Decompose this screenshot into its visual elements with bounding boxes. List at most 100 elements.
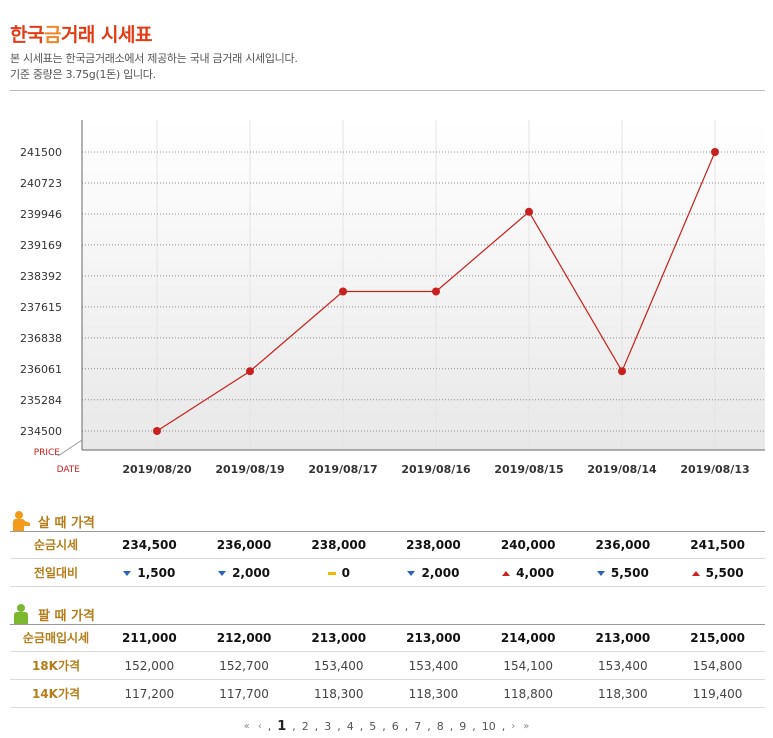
price-cell: 117,700 xyxy=(196,679,292,708)
page-title: 한국금거래 시세표 xyxy=(10,24,152,46)
price-cell: 152,000 xyxy=(102,651,197,680)
price-line-chart: 241500 240723 239946 239169 238392 237615 2368… xyxy=(20,120,765,476)
price-cell: 153,400 xyxy=(575,651,671,680)
y-tick-label: 236061 xyxy=(20,363,62,376)
next-page-link[interactable]: › xyxy=(511,720,516,732)
row-label: 전일대비 xyxy=(10,558,102,587)
page-link-5[interactable]: 5 xyxy=(369,719,377,733)
page-link-9[interactable]: 9 xyxy=(459,719,467,733)
page-link-6[interactable]: 6 xyxy=(391,719,399,733)
page-link-8[interactable]: 8 xyxy=(436,719,444,733)
plot-area xyxy=(82,120,765,450)
change-value: 5,500 xyxy=(705,565,744,580)
price-cell: 118,800 xyxy=(480,679,576,708)
person-icon xyxy=(13,511,30,532)
page-separator: , xyxy=(404,719,409,733)
page-link-7[interactable]: 7 xyxy=(414,719,422,733)
price-cell: 118,300 xyxy=(291,679,387,708)
price-cell: 119,400 xyxy=(670,679,765,708)
price-cell: 118,300 xyxy=(386,679,481,708)
row-label: 14K가격 xyxy=(10,679,102,708)
data-point xyxy=(432,287,440,296)
page-list: , 1, 2, 3, 4, 5, 6, 7, 8, 9, 10, xyxy=(266,719,508,734)
buy-section-title: 살 때 가격 xyxy=(10,510,95,532)
buy-price-table: 순금시세 234,500 236,000 238,000 238,000 240,000 2… xyxy=(10,531,765,587)
change-value: 2,000 xyxy=(421,565,460,580)
data-point xyxy=(246,367,254,376)
price-cell: 213,000 xyxy=(291,624,387,652)
price-cell: 153,400 xyxy=(386,651,481,680)
triangle-up-icon xyxy=(502,570,511,576)
triangle-up-icon xyxy=(691,570,700,576)
page-separator: , xyxy=(427,719,431,733)
y-tick-label: 238392 xyxy=(20,270,62,283)
change-cell: 5,500 xyxy=(575,558,671,587)
page-link-1[interactable]: 1 xyxy=(277,718,287,734)
price-cell: 213,000 xyxy=(575,624,671,652)
axis-corner-divider xyxy=(57,439,83,457)
last-page-link[interactable]: » xyxy=(523,720,530,732)
page-separator: , xyxy=(382,719,386,733)
y-tick-label: 240723 xyxy=(20,177,62,190)
triangle-down-icon xyxy=(123,570,132,576)
page-link-3[interactable]: 3 xyxy=(324,719,332,733)
change-value: 5,500 xyxy=(610,565,649,580)
page-link-2[interactable]: 2 xyxy=(301,719,309,733)
change-cell: 2,000 xyxy=(196,558,292,587)
x-tick-label: 2019/08/17 xyxy=(308,463,377,476)
row-label: 순금매입시세 xyxy=(10,624,102,652)
y-tick-label: 239946 xyxy=(20,208,62,221)
price-cell: 240,000 xyxy=(480,531,576,559)
row-label: 18K가격 xyxy=(10,651,102,680)
page-separator: , xyxy=(472,719,476,733)
change-cell: 5,500 xyxy=(670,558,765,587)
y-tick-label: 236838 xyxy=(20,332,62,345)
change-value: 4,000 xyxy=(516,565,555,580)
page-separator: , xyxy=(267,719,272,733)
page-separator: , xyxy=(314,719,319,733)
change-value: 2,000 xyxy=(232,565,271,580)
price-cell: 213,000 xyxy=(386,624,481,652)
description-line-2: 기준 중량은 3.75g(1돈) 입니다. xyxy=(10,68,156,81)
price-cell: 154,100 xyxy=(480,651,576,680)
page-link-4[interactable]: 4 xyxy=(346,719,354,733)
price-cell: 212,000 xyxy=(196,624,292,652)
price-cell: 241,500 xyxy=(670,531,765,559)
price-cell: 117,200 xyxy=(102,679,197,708)
triangle-down-icon xyxy=(218,570,227,576)
prev-page-link[interactable]: ‹ xyxy=(257,720,262,732)
data-point xyxy=(525,207,533,216)
price-cell: 215,000 xyxy=(670,624,765,652)
page-separator: , xyxy=(337,719,341,733)
page-separator: , xyxy=(292,719,296,733)
page-separator: , xyxy=(359,719,364,733)
data-point xyxy=(153,427,161,435)
dash-icon xyxy=(327,571,336,575)
y-tick-label: 237615 xyxy=(20,301,62,314)
row-label: 순금시세 xyxy=(10,531,102,559)
sell-section-title: 팔 때 가격 xyxy=(10,603,95,625)
x-tick-label: 2019/08/16 xyxy=(401,463,471,476)
change-cell: 1,500 xyxy=(102,558,197,587)
sell-price-table: 순금매입시세 211,000 212,000 213,000 213,000 214,00… xyxy=(10,624,765,708)
page-link-10[interactable]: 10 xyxy=(481,719,496,733)
price-cell: 236,000 xyxy=(575,531,671,559)
price-cell: 236,000 xyxy=(196,531,292,559)
price-cell: 211,000 xyxy=(102,624,197,652)
y-tick-label: 239169 xyxy=(20,239,62,252)
price-cell: 234,500 xyxy=(102,531,197,559)
price-cell: 238,000 xyxy=(386,531,481,559)
x-tick-label: 2019/08/13 xyxy=(680,463,749,476)
header-divider xyxy=(10,90,765,91)
x-tick-label: 2019/08/20 xyxy=(122,463,192,476)
change-cell: 2,000 xyxy=(386,558,481,587)
x-tick-label: 2019/08/14 xyxy=(587,463,657,476)
price-cell: 152,700 xyxy=(196,651,292,680)
triangle-down-icon xyxy=(407,570,416,576)
y-tick-label: 234500 xyxy=(20,425,62,438)
y-axis-label: PRICE xyxy=(34,448,61,458)
first-page-link[interactable]: « xyxy=(243,720,250,732)
pagination: « ‹ , 1, 2, 3, 4, 5, 6, 7, 8, 9, 10, › » xyxy=(0,716,773,736)
data-point xyxy=(711,148,719,156)
person-icon xyxy=(14,604,28,625)
